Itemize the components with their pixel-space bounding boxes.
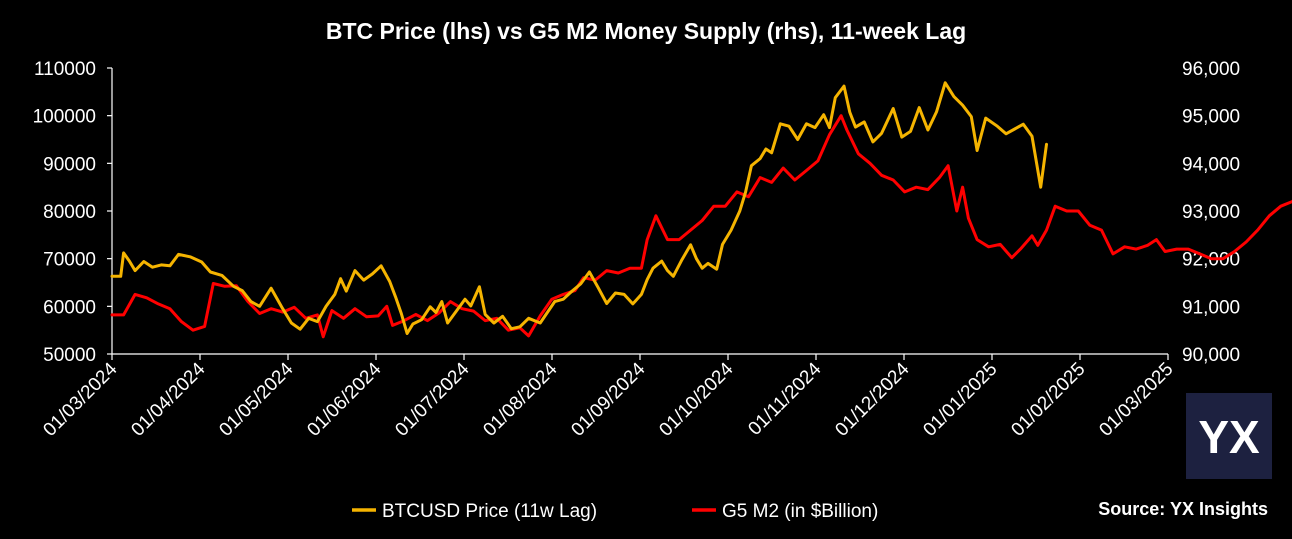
yx-logo: YX [1186, 393, 1272, 479]
legend-label-1: G5 M2 (in $Billion) [722, 501, 878, 522]
y-right-tick-label: 95,000 [1182, 107, 1240, 128]
y-left-tick-label: 110000 [34, 59, 96, 80]
y-left-tick-label: 50000 [43, 345, 96, 366]
logo-text: YX [1198, 411, 1260, 463]
logo-background [1186, 393, 1272, 479]
legend: BTCUSD Price (11w Lag) G5 M2 (in $Billion… [352, 501, 878, 522]
source-note: Source: YX Insights [1098, 499, 1268, 519]
y-right-tick-label: 96,000 [1182, 59, 1240, 80]
y-right-tick-label: 91,000 [1182, 297, 1240, 318]
series-layer [110, 81, 1292, 339]
series-line-btcusd [110, 81, 1048, 335]
y-right-tick-label: 93,000 [1182, 202, 1240, 223]
y-left-tick-label: 90000 [43, 154, 96, 175]
y-right-tick-label: 90,000 [1182, 345, 1240, 366]
y-left-tick-label: 70000 [43, 250, 96, 271]
y-right-tick-label: 92,000 [1182, 250, 1240, 271]
y-left-tick-label: 60000 [43, 297, 96, 318]
chart-title: BTC Price (lhs) vs G5 M2 Money Supply (r… [326, 18, 966, 44]
series-line-g5-m2 [110, 114, 1292, 339]
y-right-tick-label: 94,000 [1182, 154, 1240, 175]
y-left-tick-label: 100000 [33, 107, 96, 128]
legend-label-0: BTCUSD Price (11w Lag) [382, 501, 597, 522]
y-left-tick-label: 80000 [43, 202, 96, 223]
